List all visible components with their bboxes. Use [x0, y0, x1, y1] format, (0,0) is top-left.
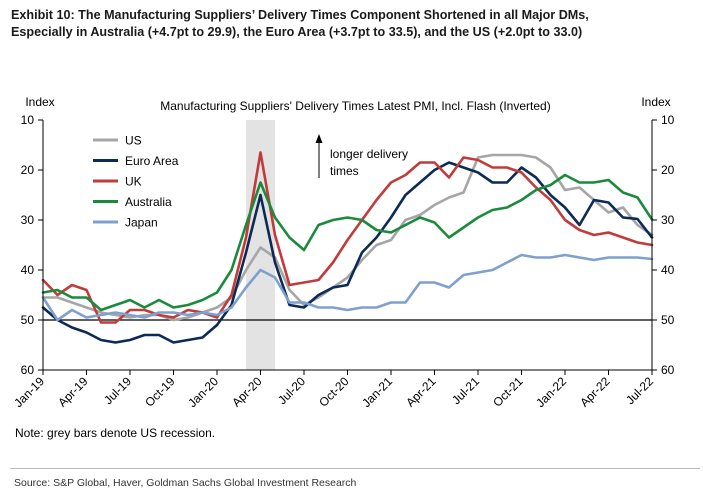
- exhibit-title-line1: Exhibit 10: The Manufacturing Suppliers’…: [11, 8, 589, 22]
- x-tick-label: Jul-22: [623, 374, 656, 407]
- chart-note: Note: grey bars denote US recession.: [15, 426, 216, 440]
- x-tick-label: Jan-22: [533, 374, 569, 410]
- y-tick-label-left: 30: [21, 213, 35, 227]
- legend-label-australia: Australia: [125, 195, 172, 209]
- y-tick-label-right: 30: [661, 213, 675, 227]
- x-tick-label: Jul-21: [449, 374, 482, 407]
- x-tick-label: Jan-21: [359, 374, 395, 410]
- source-divider: [10, 468, 700, 469]
- y-tick-label-left: 60: [21, 363, 35, 377]
- x-tick-label: Apr-19: [55, 374, 91, 410]
- x-tick-label: Oct-20: [316, 374, 352, 410]
- y-axis-label-right: Index: [641, 95, 670, 109]
- exhibit-title: Exhibit 10: The Manufacturing Suppliers’…: [11, 7, 701, 41]
- legend-label-uk: UK: [125, 175, 142, 189]
- annotation-text-line2: times: [330, 164, 359, 178]
- annotation-arrow-head: [315, 134, 323, 143]
- x-tick-label: Oct-19: [142, 374, 178, 410]
- y-tick-label-right: 60: [661, 363, 675, 377]
- series-line-euro-area: [41, 161, 654, 344]
- series-line-australia: [41, 173, 654, 312]
- y-axis-label-left: Index: [25, 95, 54, 109]
- legend-label-euro-area: Euro Area: [125, 154, 179, 168]
- annotation-text-line1: longer delivery: [330, 147, 408, 161]
- y-tick-label-right: 40: [661, 263, 675, 277]
- x-tick-label: Apr-20: [229, 374, 265, 410]
- y-tick-label-right: 50: [661, 313, 675, 327]
- y-tick-label-right: 10: [661, 113, 675, 127]
- x-tick-label: Jul-20: [275, 374, 308, 407]
- legend-label-us: US: [125, 134, 142, 148]
- x-tick-label: Oct-21: [490, 374, 526, 410]
- y-tick-label-left: 50: [21, 313, 35, 327]
- source-text: Source: S&P Global, Haver, Goldman Sachs…: [14, 477, 357, 489]
- y-tick-label-right: 20: [661, 163, 675, 177]
- legend-label-japan: Japan: [125, 216, 158, 230]
- x-tick-label: Apr-21: [403, 374, 439, 410]
- x-tick-label: Jul-19: [101, 374, 134, 407]
- x-tick-label: Jan-19: [11, 374, 47, 410]
- chart-title: Manufacturing Suppliers' Delivery Times …: [160, 99, 550, 113]
- x-tick-label: Jan-20: [185, 374, 221, 410]
- series-line-uk: [41, 151, 654, 324]
- x-tick-label: Apr-22: [577, 374, 613, 410]
- y-tick-label-left: 10: [21, 113, 35, 127]
- y-tick-label-left: 40: [21, 263, 35, 277]
- series-line-us: [41, 153, 654, 322]
- series-line-japan: [41, 253, 654, 322]
- y-tick-label-left: 20: [21, 163, 35, 177]
- exhibit-title-line2: Especially in Australia (+4.7pt to 29.9)…: [11, 25, 583, 39]
